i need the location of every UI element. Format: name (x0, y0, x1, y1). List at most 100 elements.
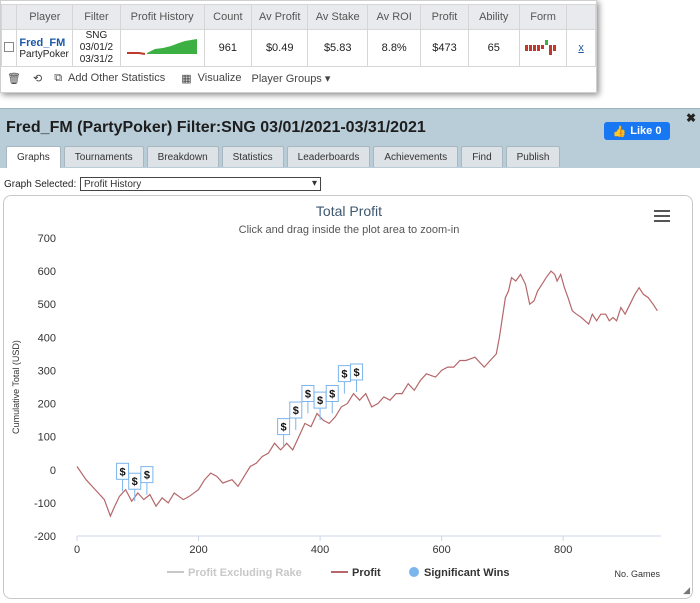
y-axis-title: Cumulative Total (USD) (11, 340, 21, 434)
av-profit-cell: $0.49 (250, 29, 309, 67)
player-detail-panel: Fred_FM (PartyPoker) Filter:SNG 03/01/20… (0, 108, 700, 603)
add-stats-icon: ⧉ (54, 71, 63, 84)
table-row: Fred_FM PartyPoker SNG 03/01/2 03/31/2 9… (0, 29, 596, 67)
flag-dollar-icon: $ (329, 388, 335, 400)
tab-statistics[interactable]: Statistics (221, 146, 284, 167)
flag-box (140, 466, 154, 484)
column-header-profit-history[interactable]: Profit History (119, 4, 205, 30)
graph-select[interactable]: Profit History ▾ (80, 177, 321, 191)
series-line-profit (76, 270, 658, 518)
tab-achievements[interactable]: Achievements (373, 146, 459, 167)
significant-win-flag[interactable]: $ (325, 384, 339, 414)
visualize-button[interactable]: Visualize (197, 72, 242, 84)
significant-win-flag[interactable]: $ (277, 418, 291, 447)
profit-history-cell (119, 29, 205, 67)
remove-cell: x (566, 29, 596, 67)
x-tick-label: 400 (311, 544, 329, 556)
tab-publish[interactable]: Publish (505, 146, 561, 167)
profit-history-sparkline[interactable] (125, 37, 199, 57)
column-header-player[interactable]: Player (16, 4, 74, 30)
y-tick-label: -100 (34, 498, 56, 510)
significant-win-flag[interactable]: $ (337, 365, 351, 394)
form-bar (533, 44, 537, 51)
panel-title: Fred_FM (PartyPoker) Filter:SNG 03/01/20… (6, 119, 426, 136)
legend-label-significant-wins: Significant Wins (424, 567, 509, 579)
select-column-header (0, 4, 18, 30)
tab-graphs[interactable]: Graphs (6, 146, 61, 168)
profit-chart[interactable]: Total Profit Click and drag inside the pl… (4, 196, 694, 600)
graph-select-value: Profit History (84, 178, 142, 190)
significant-win-flag[interactable]: $ (289, 401, 303, 431)
filter-type: SNG (85, 30, 108, 41)
player-name-link[interactable]: Fred_FM (19, 36, 66, 49)
refresh-icon[interactable]: ⟲ (32, 72, 43, 85)
chart-subtitle: Click and drag inside the plot area to z… (239, 224, 460, 236)
column-header-filter[interactable]: Filter (72, 4, 121, 30)
chart-container: Total Profit Click and drag inside the pl… (3, 195, 693, 599)
y-tick-label: 0 (50, 465, 56, 477)
ability-cell: 65 (467, 29, 520, 67)
tab-breakdown[interactable]: Breakdown (146, 146, 219, 167)
facebook-like-button[interactable]: 👍 Like 0 (604, 122, 670, 140)
form-bar (537, 44, 541, 51)
row-select-cell (0, 29, 18, 67)
legend-label-profit: Profit (352, 567, 381, 579)
visualize-icon: ▦ (181, 72, 192, 85)
menu-icon[interactable] (654, 210, 670, 222)
summary-table: Player Filter Profit History Count Av Pr… (0, 4, 596, 67)
flag-dollar-icon: $ (317, 395, 323, 407)
significant-win-flag[interactable]: $ (128, 472, 142, 502)
sparkline-negative (127, 51, 146, 55)
resize-grip-icon[interactable]: ◢ (683, 585, 690, 595)
flag-dollar-icon: $ (353, 367, 359, 379)
column-header-profit[interactable]: Profit (420, 4, 469, 30)
x-tick-label: 0 (74, 544, 80, 556)
remove-row-link[interactable]: x (578, 42, 584, 54)
trash-icon[interactable]: 🗑 (7, 72, 21, 85)
x-axis-title: No. Games (614, 569, 660, 579)
flag-dollar-icon: $ (281, 422, 287, 434)
tab-leaderboards[interactable]: Leaderboards (286, 146, 371, 167)
legend-label-profit-excluding-rake: Profit Excluding Rake (188, 567, 302, 579)
significant-win-flag[interactable]: $ (301, 384, 315, 414)
filter-to: 03/31/2 (79, 54, 114, 65)
summary-header-row: Player Filter Profit History Count Av Pr… (0, 4, 596, 30)
significant-win-flag[interactable]: $ (116, 462, 130, 492)
chevron-down-icon: ▾ (311, 178, 317, 189)
flag-box (277, 418, 291, 436)
form-bar (541, 44, 545, 49)
column-header-ability[interactable]: Ability (467, 4, 520, 30)
profit-cell: $473 (420, 29, 469, 67)
column-header-count[interactable]: Count (203, 4, 252, 30)
y-tick-label: 600 (38, 266, 56, 278)
tab-find[interactable]: Find (461, 146, 503, 167)
row-checkbox[interactable] (4, 41, 15, 52)
x-tick-label: 800 (554, 544, 572, 556)
av-stake-cell: $5.83 (307, 29, 368, 67)
column-header-av-profit[interactable]: Av Profit (250, 4, 309, 30)
tab-content: Graph Selected: Profit History ▾ Total P… (0, 168, 700, 603)
player-groups-dropdown[interactable]: Player Groups ▾ (251, 72, 331, 85)
flag-dollar-icon: $ (341, 369, 347, 381)
column-header-av-stake[interactable]: Av Stake (307, 4, 368, 30)
flag-dollar-icon: $ (120, 466, 126, 478)
filter-cell: SNG 03/01/2 03/31/2 (72, 29, 121, 67)
y-tick-label: 700 (38, 233, 56, 245)
player-cell: Fred_FM PartyPoker (16, 29, 74, 67)
add-other-statistics-button[interactable]: Add Other Statistics (68, 72, 166, 84)
sparkline-positive (147, 38, 198, 54)
x-tick-label: 200 (189, 544, 207, 556)
player-site: PartyPoker (19, 48, 69, 60)
y-tick-label: 100 (38, 432, 56, 444)
significant-win-flag[interactable]: $ (140, 466, 154, 495)
form-bar (549, 44, 553, 55)
close-icon[interactable]: ✖ (685, 111, 696, 125)
chart-title: Total Profit (316, 203, 382, 219)
legend-marker-significant-wins (409, 567, 419, 577)
tab-tournaments[interactable]: Tournaments (63, 146, 144, 167)
significant-win-flag[interactable]: $ (350, 363, 364, 392)
form-chart[interactable] (523, 36, 563, 58)
column-header-form[interactable]: Form (518, 4, 568, 30)
column-header-av-roi[interactable]: Av ROI (366, 4, 422, 30)
x-tick-label: 600 (432, 544, 450, 556)
